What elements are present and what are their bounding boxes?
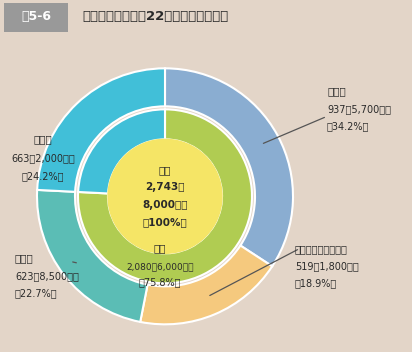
- Text: 2,080億6,000万円: 2,080億6,000万円: [126, 262, 194, 271]
- Wedge shape: [165, 68, 293, 266]
- Text: 937億5,700万円: 937億5,700万円: [327, 104, 391, 114]
- Wedge shape: [37, 190, 147, 322]
- Text: その他: その他: [15, 253, 34, 263]
- Wedge shape: [37, 68, 165, 192]
- Text: 総額: 総額: [159, 165, 171, 175]
- Wedge shape: [78, 109, 165, 194]
- Text: 図5-6: 図5-6: [21, 11, 51, 23]
- Text: （24.2%）: （24.2%）: [22, 171, 64, 181]
- Text: （22.7%）: （22.7%）: [15, 288, 58, 298]
- Wedge shape: [140, 245, 272, 324]
- FancyBboxPatch shape: [4, 3, 68, 32]
- Text: 人件費: 人件費: [327, 86, 346, 96]
- Text: （75.8%）: （75.8%）: [139, 277, 181, 287]
- Text: 国費: 国費: [154, 243, 166, 253]
- Text: 623億8,500万円: 623億8,500万円: [15, 271, 79, 281]
- Text: 補助金: 補助金: [34, 134, 52, 144]
- Circle shape: [108, 139, 222, 253]
- Text: （34.2%）: （34.2%）: [327, 121, 370, 131]
- Text: 519億1,800万円: 519億1,800万円: [295, 261, 359, 271]
- Text: 装備・通信・施設費: 装備・通信・施設費: [295, 244, 348, 254]
- Text: 8,000万円: 8,000万円: [142, 200, 188, 210]
- Text: 警察庁予算（平成22年度最終補正後）: 警察庁予算（平成22年度最終補正後）: [82, 11, 229, 23]
- Text: 663億2,000万円: 663億2,000万円: [11, 153, 75, 163]
- Wedge shape: [78, 109, 252, 283]
- Text: （100%）: （100%）: [143, 217, 187, 227]
- Text: 2,743億: 2,743億: [145, 182, 185, 192]
- Text: （18.9%）: （18.9%）: [295, 278, 337, 288]
